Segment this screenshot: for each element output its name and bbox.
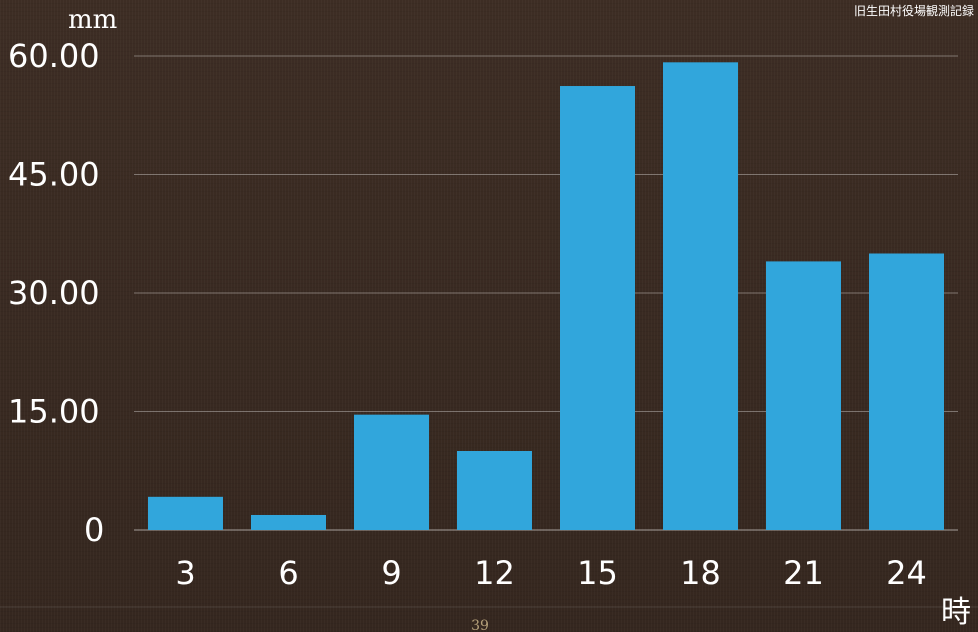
x-axis-unit-label: 時: [941, 595, 971, 630]
x-tick-label: 24: [886, 554, 927, 592]
y-tick-label: 30.00: [8, 274, 100, 312]
y-tick-labels: 0 15.00 30.00 45.00 60.00: [8, 37, 104, 549]
x-tick-label: 9: [381, 554, 401, 592]
page-number: 39: [471, 618, 489, 632]
x-tick-labels: 3 6 9 12 15 18 21 24: [175, 554, 927, 592]
source-note: 旧生田村役場観測記録: [854, 3, 974, 18]
y-axis-unit-label: mm: [68, 5, 117, 35]
bars: [148, 62, 944, 531]
bar-18: [663, 62, 738, 530]
bar-9: [354, 414, 429, 530]
y-tick-label: 0: [84, 511, 104, 549]
x-tick-label: 18: [680, 554, 721, 592]
y-tick-label: 15.00: [8, 393, 100, 431]
x-tick-label: 12: [474, 554, 515, 592]
bar-3: [148, 496, 223, 530]
bar-6: [251, 514, 326, 530]
y-tick-label: 45.00: [8, 156, 100, 194]
bar-24: [869, 253, 944, 530]
x-tick-label: 21: [783, 554, 824, 592]
bar-15: [560, 86, 635, 531]
y-tick-label: 60.00: [8, 37, 100, 75]
x-tick-label: 15: [577, 554, 618, 592]
x-tick-label: 6: [278, 554, 298, 592]
x-tick-label: 3: [175, 554, 195, 592]
bar-21: [766, 261, 841, 530]
bar-12: [457, 451, 532, 530]
